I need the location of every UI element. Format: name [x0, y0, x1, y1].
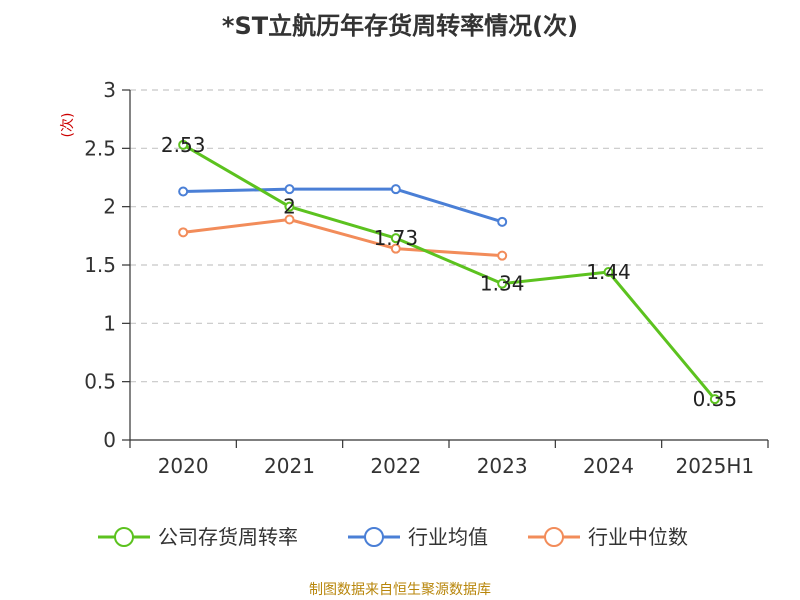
- series-line-2: [182, 218, 503, 258]
- data-point: [709, 394, 720, 405]
- gridlines: [130, 89, 768, 383]
- x-tick-label: 2024: [583, 454, 634, 478]
- data-label: 1.34: [480, 272, 525, 296]
- data-label: 0.35: [693, 387, 738, 411]
- data-point: [603, 267, 614, 277]
- data-point: [497, 250, 508, 261]
- legend: 公司存货周转率 行业均值 行业中位数: [98, 525, 688, 549]
- x-tick-label: 2023: [477, 454, 528, 478]
- data-point: [390, 233, 401, 244]
- series-line-0: [182, 143, 716, 401]
- data-point: [178, 186, 189, 197]
- data-point: [497, 278, 508, 289]
- legend-label: 行业中位数: [588, 525, 688, 549]
- data-label: 1.44: [586, 260, 631, 284]
- x-tick-label: 2020: [158, 454, 209, 478]
- data-label: 2: [283, 195, 296, 219]
- data-point: [497, 216, 508, 227]
- y-tick-label: 1: [103, 311, 116, 335]
- chart-title: *ST立航历年存货周转率情况(次): [222, 12, 578, 40]
- y-tick-label: 3: [103, 78, 116, 102]
- data-point: [390, 243, 401, 254]
- legend-marker: [114, 527, 134, 547]
- legend-marker: [544, 527, 564, 547]
- data-point: [284, 184, 295, 195]
- y-tick-label: 1.5: [84, 253, 116, 277]
- data-source-note: 制图数据来自恒生聚源数据库: [309, 582, 491, 598]
- data-label: 2.53: [161, 133, 206, 157]
- x-tick-label: 2022: [370, 454, 421, 478]
- series-group: [178, 139, 720, 405]
- series-line-1: [183, 187, 503, 224]
- legend-label: 行业均值: [408, 525, 488, 549]
- y-axis-unit-label: (次): [60, 113, 76, 138]
- data-point: [284, 201, 295, 212]
- data-label: 1.73: [374, 226, 419, 250]
- x-tick-label: 2025H1: [675, 454, 754, 478]
- data-labels: 2.53 2 1.73 1.34 1.44 0.35: [161, 133, 737, 411]
- data-point: [178, 139, 189, 150]
- legend-label: 公司存货周转率: [158, 525, 298, 549]
- data-point: [284, 214, 295, 225]
- x-tick-label: 2021: [264, 454, 315, 478]
- y-tick-label: 0.5: [84, 370, 116, 394]
- y-tick-label: 0: [103, 428, 116, 452]
- y-tick-label: 2: [103, 195, 116, 219]
- data-point: [178, 227, 189, 238]
- data-point: [390, 184, 401, 195]
- legend-marker: [364, 527, 384, 547]
- y-tick-label: 2.5: [84, 136, 116, 160]
